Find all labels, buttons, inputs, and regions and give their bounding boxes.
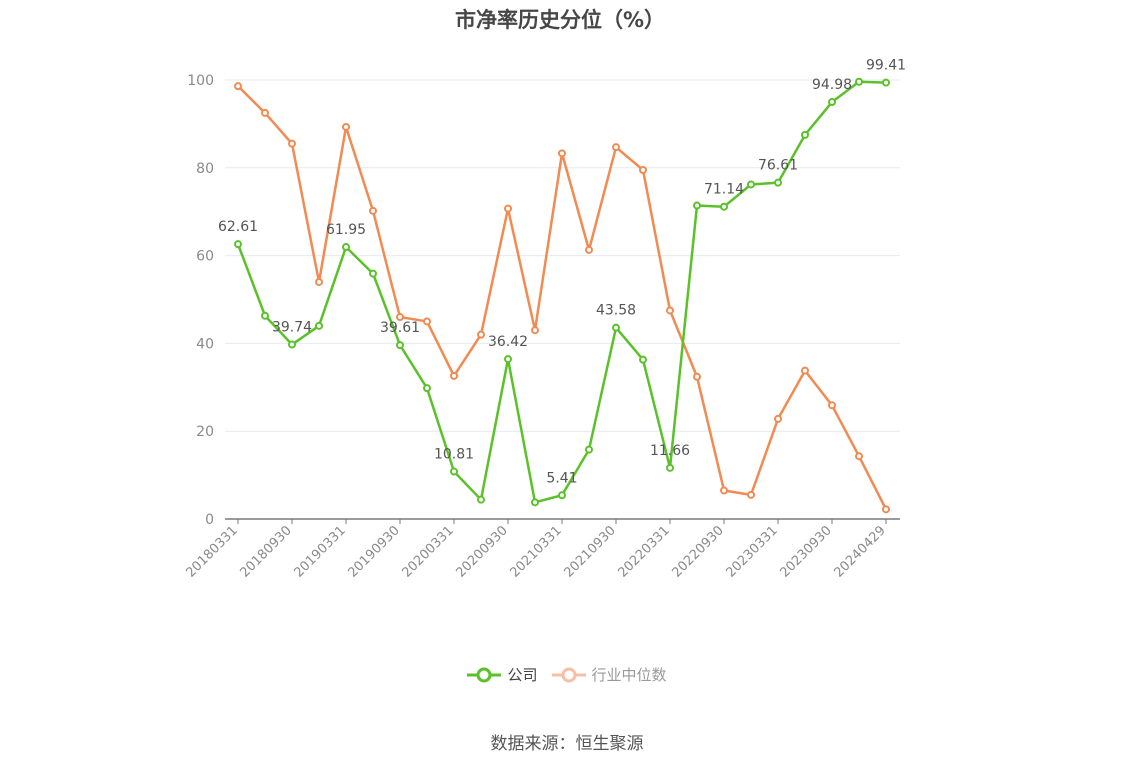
data-point-industry [396,313,404,322]
data-label: 5.41 [546,470,577,486]
data-point-industry [369,206,377,215]
data-point-company [747,180,755,189]
legend-marker-industry [551,667,586,682]
legend: 公司 行业中位数 [0,664,1134,685]
data-label: 62.61 [218,219,258,235]
data-point-industry [882,505,890,514]
data-point-company [396,341,404,350]
x-tick-label: 20240429 [831,523,888,580]
data-point-company [477,495,485,504]
data-point-industry [693,372,701,381]
y-tick-label: 20 [196,424,214,440]
series-line-company [236,80,887,504]
data-point-industry [666,306,674,315]
data-point-company [234,240,242,249]
data-point-company [450,467,458,476]
legend-item-company[interactable]: 公司 [467,664,538,685]
y-tick-label: 0 [205,512,214,528]
data-point-company [693,201,701,210]
grid [225,79,900,432]
data-point-industry [774,414,782,423]
data-label: 61.95 [326,222,366,238]
data-point-company [315,321,323,330]
y-tick-label: 80 [196,161,214,177]
data-point-company [612,323,620,332]
legend-item-industry[interactable]: 行业中位数 [551,664,667,685]
y-tick-label: 40 [196,336,214,352]
data-point-company [720,202,728,211]
data-point-industry [477,330,485,339]
data-point-industry [720,486,728,495]
x-tick-label: 20220331 [615,523,672,580]
data-point-company [423,384,431,393]
x-tick-label: 20230930 [777,523,834,580]
data-point-industry [612,143,620,152]
data-point-company [774,178,782,187]
x-tick-label: 20180331 [183,523,240,580]
data-labels: 62.61 39.74 61.95 39.61 10.81 36.42 5.41 43.58 1… [218,58,906,487]
data-point-industry [315,277,323,286]
data-point-company [342,243,350,252]
data-point-industry [855,452,863,461]
data-point-company [828,98,836,107]
y-tick-label: 100 [187,73,214,89]
data-label: 11.66 [650,443,690,459]
data-point-company [855,77,863,86]
data-label: 99.41 [866,58,906,74]
data-point-company [558,491,566,500]
x-tick-label: 20210930 [561,523,618,580]
data-label: 39.61 [380,320,420,336]
legend-marker-company [467,667,502,682]
data-label: 10.81 [434,447,474,463]
data-point-industry [801,366,809,375]
data-point-company [639,355,647,364]
data-point-company [531,498,539,507]
data-point-industry [288,139,296,148]
data-label: 39.74 [272,320,312,336]
data-point-industry [585,245,593,254]
data-point-company [882,78,890,87]
x-tick-label: 20200331 [399,523,456,580]
x-tick-label: 20200930 [453,523,510,580]
x-tick-label: 20190930 [345,523,402,580]
data-label: 94.98 [812,77,852,93]
data-point-company [801,130,809,139]
data-point-industry [639,165,647,174]
data-point-industry [504,204,512,213]
data-point-industry [342,122,350,131]
data-label: 36.42 [488,334,528,350]
x-tick-label: 20210331 [507,523,564,580]
data-point-industry [423,317,431,326]
data-point-industry [747,490,755,499]
data-point-industry [450,371,458,380]
legend-label-industry: 行业中位数 [591,666,667,684]
data-point-company [369,269,377,278]
data-point-industry [828,401,836,410]
data-point-company [504,355,512,364]
data-label: 76.61 [758,158,798,174]
x-tick-label: 20220930 [669,523,726,580]
x-tick-label: 20190331 [291,523,348,580]
x-tick-label: 20180930 [237,523,294,580]
data-point-industry [261,108,269,117]
data-point-company [666,463,674,472]
chart-title: 市净率历史分位（%） [454,8,666,32]
y-tick-label: 60 [196,249,214,265]
x-tick-label: 20230331 [723,523,780,580]
data-point-industry [558,149,566,158]
data-point-company [288,340,296,349]
series-layer [234,77,890,514]
data-point-company [585,445,593,454]
data-point-company [261,311,269,320]
data-point-industry [531,326,539,335]
legend-label-company: 公司 [507,666,538,684]
data-point-industry [234,82,242,91]
data-label: 43.58 [596,303,636,319]
data-label: 71.14 [704,182,744,198]
source-note: 数据来源：恒生聚源 [490,734,644,754]
